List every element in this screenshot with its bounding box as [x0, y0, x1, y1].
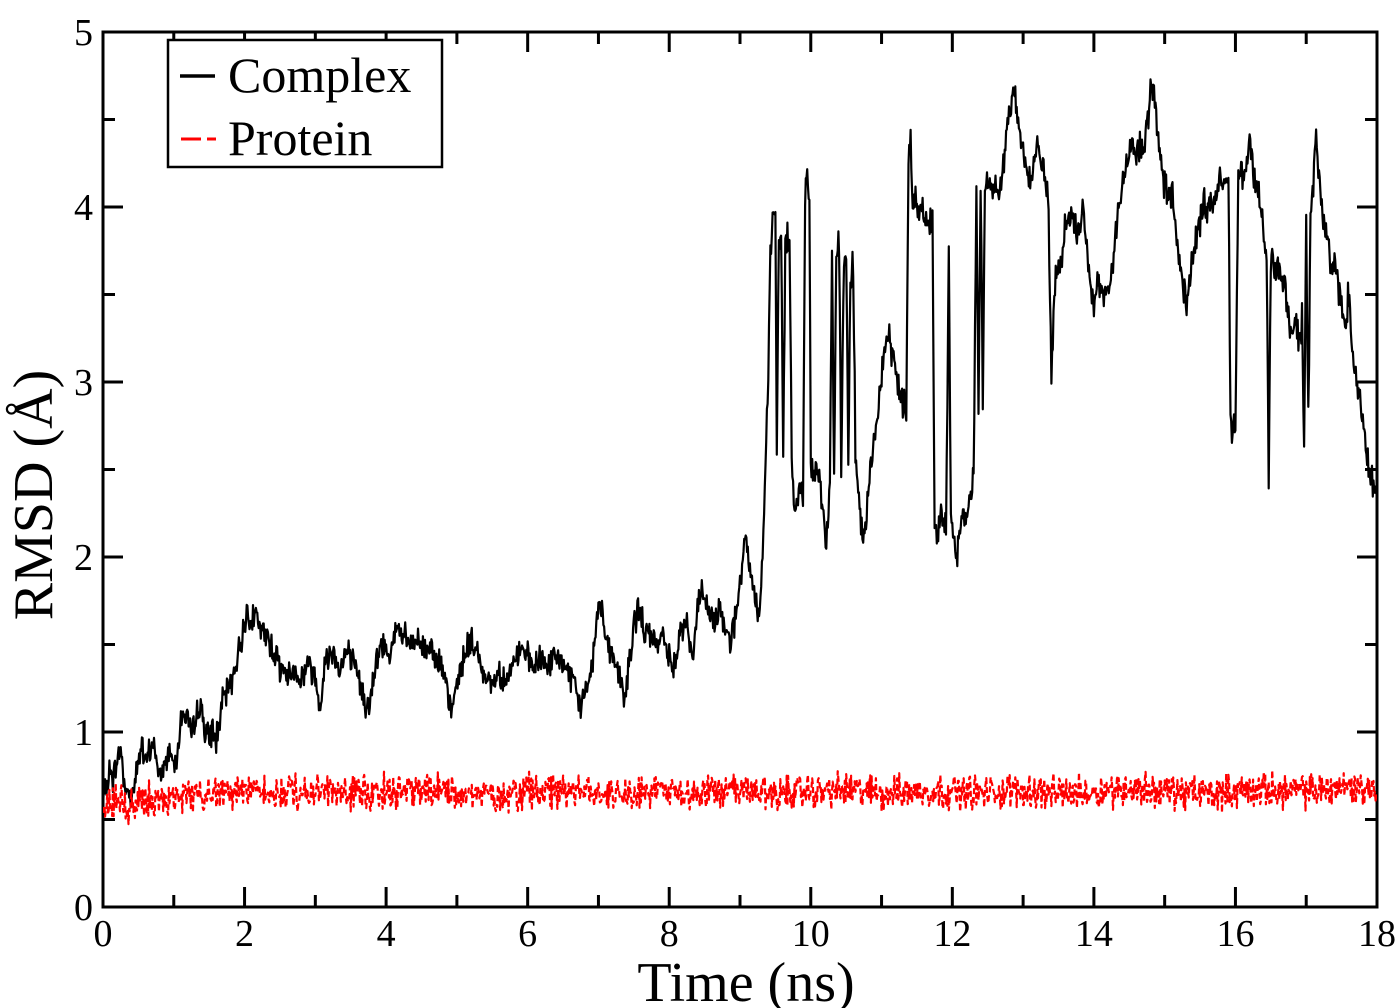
legend-label-protein: Protein [228, 110, 372, 166]
x-axis-title: Time (ns) [637, 952, 854, 1008]
legend: Complex Protein [166, 38, 444, 169]
y-axis-title: RMSD (Å) [3, 370, 65, 620]
y-tick-label: 2 [74, 537, 93, 579]
x-tick-label: 12 [933, 913, 971, 955]
x-tick-label: 6 [518, 913, 537, 955]
x-tick-label: 2 [235, 913, 254, 955]
x-tick-label: 16 [1216, 913, 1254, 955]
y-tick-label: 5 [74, 12, 93, 54]
x-tick-label: 18 [1358, 913, 1396, 955]
y-tick-label: 3 [74, 362, 93, 404]
x-tick-label: 10 [792, 913, 830, 955]
series-line-complex [103, 78, 1377, 809]
y-tick-label: 1 [74, 712, 93, 754]
x-tick-label: 8 [660, 913, 679, 955]
x-tick-label: 14 [1075, 913, 1113, 955]
legend-label-complex: Complex [228, 47, 411, 103]
y-tick-label: 4 [74, 187, 93, 229]
y-tick-label: 0 [74, 887, 93, 929]
data-series-group [103, 78, 1377, 826]
x-tick-label: 0 [94, 913, 113, 955]
legend-box [166, 38, 444, 169]
series-line-protein [103, 769, 1377, 826]
x-tick-label: 4 [377, 913, 396, 955]
